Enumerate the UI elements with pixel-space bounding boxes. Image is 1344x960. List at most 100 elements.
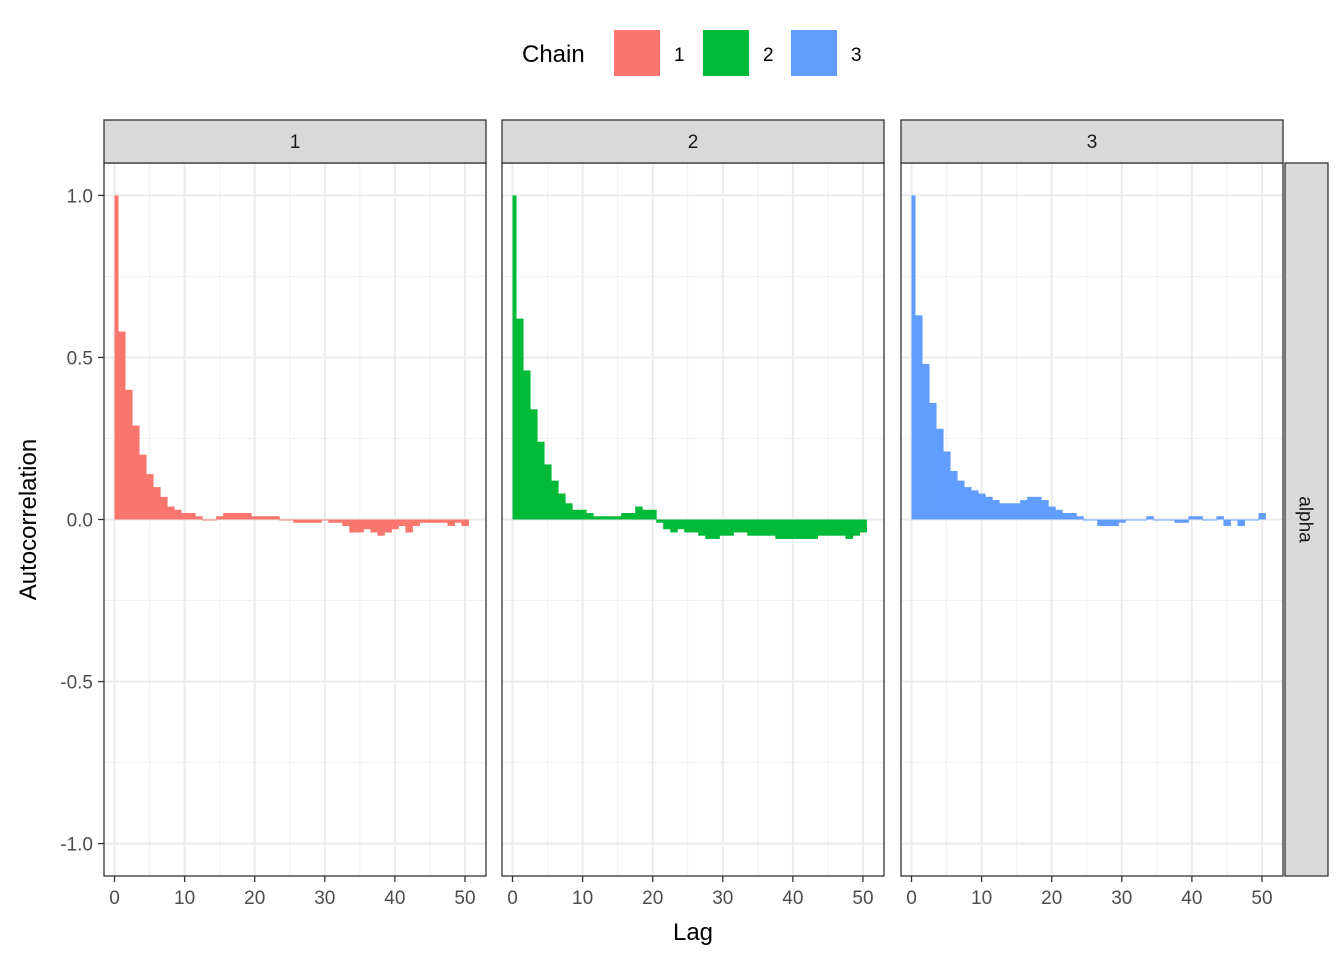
y-axis-title: Autocorrelation (15, 439, 42, 600)
bar (985, 496, 993, 520)
bar (335, 519, 343, 523)
bar (565, 503, 573, 520)
bar (929, 402, 937, 520)
bar (1069, 513, 1077, 520)
bar (1097, 519, 1105, 526)
bar (950, 470, 958, 520)
bar (726, 519, 734, 536)
bar (328, 519, 336, 523)
x-axis-title: Lag (673, 919, 713, 946)
bar (775, 519, 783, 539)
bar (391, 519, 399, 530)
legend-label: 3 (851, 45, 862, 66)
bar (971, 490, 979, 520)
bar (544, 464, 552, 520)
bar (419, 519, 427, 523)
bar (188, 513, 196, 520)
x-tick-label: 40 (384, 888, 405, 909)
bar (300, 519, 308, 523)
bar (663, 519, 671, 530)
bar (1020, 500, 1028, 520)
bar (1111, 519, 1119, 526)
bar (349, 519, 357, 533)
y-tick-label: -0.5 (60, 673, 93, 694)
bars-chain-3 (911, 195, 1266, 526)
bar (1230, 519, 1238, 521)
bar (1118, 519, 1126, 523)
bar (754, 519, 762, 536)
bar (461, 519, 469, 526)
panel-chain-1: 10 10 20 30 40 50 (103, 119, 487, 909)
bar (1181, 519, 1189, 523)
bar (272, 516, 280, 520)
x-tick-label: 50 (1251, 888, 1272, 909)
bar (447, 519, 455, 526)
bar (1160, 519, 1168, 521)
bar (523, 370, 531, 520)
legend-title: Chain (522, 41, 585, 68)
bar (1216, 516, 1224, 520)
panel-strip-label: 2 (688, 132, 699, 153)
bar (1202, 519, 1210, 521)
bar (279, 519, 287, 521)
bar (1104, 519, 1112, 526)
bar (838, 519, 846, 536)
y-tick-label: 0.5 (67, 348, 93, 369)
bar (579, 509, 587, 520)
bar (1237, 519, 1245, 526)
row-strip-background (1284, 162, 1329, 877)
bar (1041, 500, 1049, 520)
bar (1258, 513, 1266, 520)
bar (621, 513, 629, 520)
bar (1167, 519, 1175, 521)
bar (1223, 519, 1231, 526)
bar (558, 493, 566, 520)
bar (712, 519, 720, 539)
bar (314, 519, 322, 523)
bar (454, 519, 462, 523)
bar (911, 195, 916, 520)
bar (649, 509, 657, 520)
x-tick-label: 0 (507, 888, 518, 909)
bar (922, 363, 930, 520)
bar (398, 519, 406, 526)
x-tick-label: 30 (712, 888, 733, 909)
x-axis: 0 10 20 30 40 50 (507, 876, 874, 909)
x-tick-label: 10 (971, 888, 992, 909)
panel-strip (501, 119, 885, 164)
bar (852, 519, 860, 536)
panel-chain-2: 20 10 20 30 40 50 (501, 119, 885, 909)
bar (160, 496, 168, 520)
bar (614, 516, 622, 520)
bar (747, 519, 755, 536)
bar (964, 487, 972, 520)
bar (433, 519, 441, 523)
bar (202, 519, 210, 521)
bar (999, 503, 1007, 520)
x-tick-label: 0 (109, 888, 120, 909)
bar (356, 519, 364, 533)
bar (789, 519, 797, 539)
bar (845, 519, 853, 539)
legend-item-chain-2: 2 (703, 30, 774, 76)
bar (1055, 509, 1063, 520)
bar (761, 519, 769, 536)
x-tick-label: 30 (1111, 888, 1132, 909)
bar (607, 516, 615, 520)
x-tick-label: 0 (906, 888, 917, 909)
bar (125, 389, 133, 520)
bar (957, 480, 965, 520)
x-tick-label: 20 (1041, 888, 1062, 909)
bar (384, 519, 392, 533)
bar (796, 519, 804, 539)
x-tick-label: 40 (1181, 888, 1202, 909)
bar (1006, 503, 1014, 520)
legend-key (614, 30, 660, 76)
bar (209, 519, 217, 521)
bar (114, 195, 119, 520)
x-tick-label: 50 (454, 888, 475, 909)
bar (817, 519, 825, 536)
bar (768, 519, 776, 536)
